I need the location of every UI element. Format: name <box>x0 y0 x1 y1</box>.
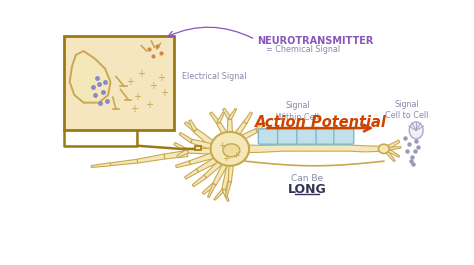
Text: NEUROTRANSMITTER: NEUROTRANSMITTER <box>257 36 373 46</box>
FancyBboxPatch shape <box>334 129 354 144</box>
Polygon shape <box>164 151 188 159</box>
Polygon shape <box>234 122 247 137</box>
Text: +: + <box>232 151 240 160</box>
Polygon shape <box>240 129 258 140</box>
Text: Electrical Signal: Electrical Signal <box>182 72 246 81</box>
Polygon shape <box>204 159 224 178</box>
Text: +: + <box>137 69 146 79</box>
Polygon shape <box>388 140 400 149</box>
Ellipse shape <box>223 144 240 157</box>
Polygon shape <box>184 169 199 179</box>
Polygon shape <box>192 175 206 187</box>
Polygon shape <box>176 161 190 168</box>
FancyBboxPatch shape <box>64 36 174 130</box>
Polygon shape <box>245 145 388 153</box>
Polygon shape <box>208 184 216 198</box>
Ellipse shape <box>210 132 249 166</box>
Polygon shape <box>217 112 224 123</box>
Text: +: + <box>160 89 168 98</box>
FancyBboxPatch shape <box>278 129 298 144</box>
Polygon shape <box>225 182 231 197</box>
Polygon shape <box>256 129 268 133</box>
Polygon shape <box>210 112 220 124</box>
Polygon shape <box>214 189 225 200</box>
Text: Signal
Cell to Cell: Signal Cell to Cell <box>385 100 428 120</box>
Text: Can Be: Can Be <box>291 174 323 183</box>
Polygon shape <box>228 108 237 120</box>
Polygon shape <box>197 156 220 172</box>
Polygon shape <box>137 154 165 163</box>
Polygon shape <box>244 112 252 124</box>
Polygon shape <box>388 147 401 150</box>
FancyBboxPatch shape <box>316 129 336 144</box>
Polygon shape <box>217 122 228 137</box>
Polygon shape <box>189 152 215 165</box>
Polygon shape <box>188 148 214 154</box>
Polygon shape <box>194 129 217 148</box>
Polygon shape <box>222 164 232 190</box>
Text: +: + <box>149 81 157 91</box>
Polygon shape <box>227 119 233 134</box>
Polygon shape <box>222 189 229 201</box>
Polygon shape <box>184 122 196 132</box>
Polygon shape <box>179 132 192 143</box>
Polygon shape <box>228 162 234 182</box>
Bar <box>195 146 201 150</box>
Text: +: + <box>126 77 134 87</box>
Polygon shape <box>191 139 215 150</box>
Polygon shape <box>174 143 189 153</box>
Text: +: + <box>134 92 141 102</box>
Polygon shape <box>202 183 216 195</box>
Text: +: + <box>222 154 230 163</box>
Text: LONG: LONG <box>287 183 326 196</box>
Polygon shape <box>189 120 197 131</box>
Text: +: + <box>129 104 137 114</box>
FancyBboxPatch shape <box>297 129 317 144</box>
Polygon shape <box>388 149 400 157</box>
Polygon shape <box>213 161 228 185</box>
Polygon shape <box>255 122 265 132</box>
FancyBboxPatch shape <box>258 129 278 144</box>
Text: +: + <box>145 100 153 110</box>
Text: +: + <box>219 141 226 150</box>
Polygon shape <box>70 51 110 103</box>
Polygon shape <box>91 163 110 167</box>
Text: Signal
Within Cell: Signal Within Cell <box>276 101 319 122</box>
Ellipse shape <box>378 144 389 153</box>
Text: Action Potential: Action Potential <box>255 115 387 130</box>
Polygon shape <box>223 108 231 120</box>
Text: +: + <box>156 73 164 83</box>
Polygon shape <box>386 151 395 162</box>
Text: = Chemical Signal: = Chemical Signal <box>266 45 340 54</box>
Polygon shape <box>177 149 188 158</box>
Polygon shape <box>110 159 137 166</box>
Ellipse shape <box>409 122 423 139</box>
